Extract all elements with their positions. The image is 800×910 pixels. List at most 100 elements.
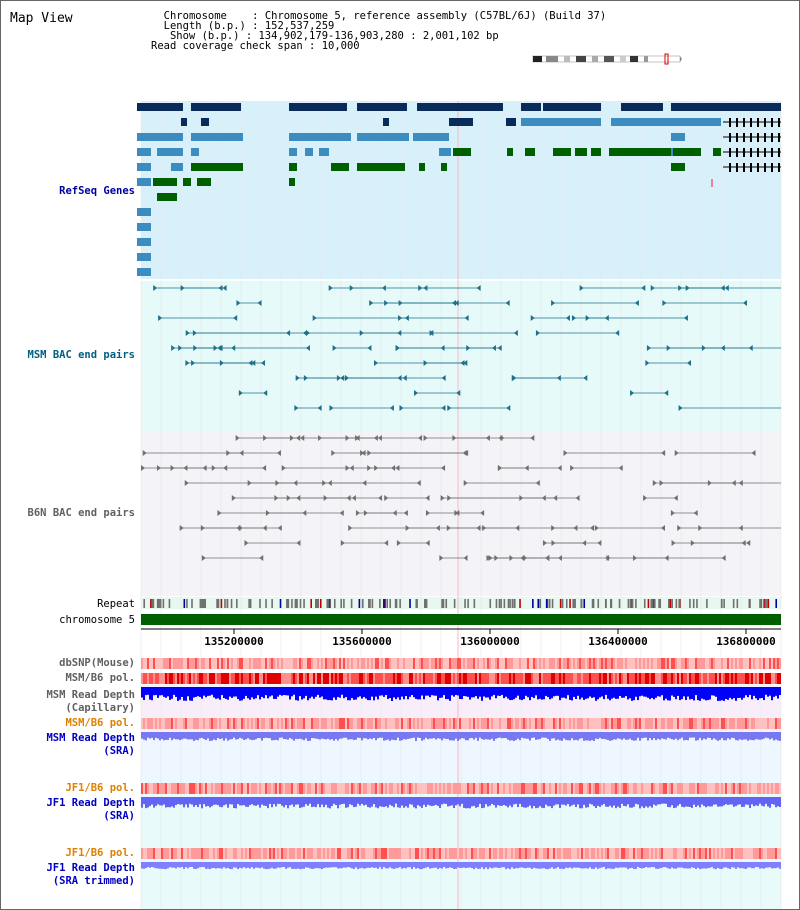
depth-bar [301, 732, 303, 740]
heat-cell [633, 673, 635, 684]
heat-cell [385, 783, 387, 794]
depth-bar [643, 732, 645, 738]
depth-bar [295, 732, 297, 739]
heat-cell [747, 658, 749, 669]
repeat-mark [369, 599, 371, 608]
depth-bar [463, 687, 465, 697]
heat-cell [739, 783, 741, 794]
depth-bar [507, 732, 509, 740]
depth-bar [445, 862, 447, 869]
track-label-jf1-b6-pol-1[interactable]: JF1/B6 pol. [65, 782, 135, 794]
track-label-msm-bac[interactable]: MSM BAC end pairs [27, 349, 135, 361]
heat-cell [159, 718, 161, 729]
depth-bar [145, 687, 147, 696]
depth-bar [211, 797, 213, 807]
depth-bar [603, 862, 605, 867]
heat-cell [695, 658, 697, 669]
heat-cell [751, 848, 753, 859]
track-label-msm-depth-sra[interactable]: MSM Read Depth [46, 732, 135, 744]
heat-cell [739, 718, 741, 729]
depth-bar [255, 732, 257, 740]
track-label-chromosome[interactable]: chromosome 5 [59, 614, 135, 626]
repeat-mark [592, 599, 595, 608]
depth-bar [477, 687, 479, 699]
depth-bar [441, 797, 443, 805]
heat-cell [143, 718, 145, 729]
track-label-b6n-bac[interactable]: B6N BAC end pairs [27, 507, 135, 519]
heat-cell [367, 718, 369, 729]
depth-bar [399, 732, 401, 741]
bac-end-marker [384, 540, 389, 546]
repeat-mark [395, 599, 398, 608]
track-label-msm-b6-pol-1[interactable]: MSM/B6 pol. [65, 672, 135, 684]
heat-cell [287, 673, 289, 684]
heat-cell [387, 848, 389, 859]
heat-cell [143, 848, 145, 859]
heat-cell [261, 783, 263, 794]
depth-bar [229, 797, 231, 805]
heat-cell [345, 673, 347, 684]
heat-cell [291, 848, 293, 859]
heat-cell [389, 673, 391, 684]
repeat-mark [509, 599, 511, 608]
track-label-msm-b6-pol-2[interactable]: MSM/B6 pol. [65, 717, 135, 729]
heat-cell [619, 658, 621, 669]
bac-end-marker [178, 345, 183, 351]
heat-cell [165, 848, 167, 859]
heat-cell [163, 848, 165, 859]
heat-cell [251, 848, 253, 859]
depth-bar [215, 732, 217, 741]
depth-bar [619, 797, 621, 808]
track-label-jf1-depth-sra[interactable]: JF1 Read Depth [46, 797, 135, 809]
chromosome-bar [141, 614, 781, 625]
heat-cell [631, 848, 633, 859]
depth-bar [543, 797, 545, 809]
heat-cell [393, 783, 395, 794]
depth-bar [699, 732, 701, 738]
depth-bar [585, 797, 587, 808]
depth-bar [577, 687, 579, 696]
heat-cell [223, 658, 225, 669]
depth-bar [667, 862, 669, 869]
heat-cell [375, 658, 377, 669]
heat-cell [697, 783, 699, 794]
depth-bar [611, 687, 613, 699]
gene-block [157, 193, 177, 201]
bac-end-marker [491, 345, 496, 351]
depth-bar [159, 732, 161, 741]
track-label-msm-depth-capillary[interactable]: MSM Read Depth [46, 689, 135, 701]
depth-bar [329, 862, 331, 868]
track-label-repeat[interactable]: Repeat [97, 598, 135, 610]
depth-bar [267, 687, 269, 699]
track-label-refseq[interactable]: RefSeq Genes [59, 185, 135, 197]
depth-bar [495, 732, 497, 739]
depth-bar [179, 732, 181, 741]
heat-cell [553, 783, 555, 794]
heat-cell [149, 658, 151, 669]
depth-bar [191, 732, 193, 740]
chromosome-ideogram[interactable] [532, 53, 682, 65]
heat-cell [599, 673, 601, 684]
track-label-dbsnp[interactable]: dbSNP(Mouse) [59, 657, 135, 669]
gene-exon [778, 118, 780, 127]
heat-cell [351, 673, 353, 684]
depth-bar [253, 687, 255, 700]
bac-end-marker [693, 510, 698, 516]
track-label-jf1-b6-pol-2[interactable]: JF1/B6 pol. [65, 847, 135, 859]
bac-end-marker [322, 480, 327, 486]
bac-end-marker [275, 480, 280, 486]
track-label-jf1-depth-trimmed[interactable]: JF1 Read Depth [46, 862, 135, 874]
heat-cell [281, 848, 283, 859]
heat-cell [719, 783, 721, 794]
repeat-mark [319, 599, 322, 608]
heat-cell [745, 848, 747, 859]
heat-cell [509, 718, 511, 729]
heat-cell [577, 718, 579, 729]
heat-cell [551, 783, 553, 794]
heat-cell [483, 658, 485, 669]
heat-cell [629, 673, 631, 684]
bac-end-marker [553, 495, 558, 501]
heat-cell [507, 848, 509, 859]
heat-cell [553, 673, 555, 684]
